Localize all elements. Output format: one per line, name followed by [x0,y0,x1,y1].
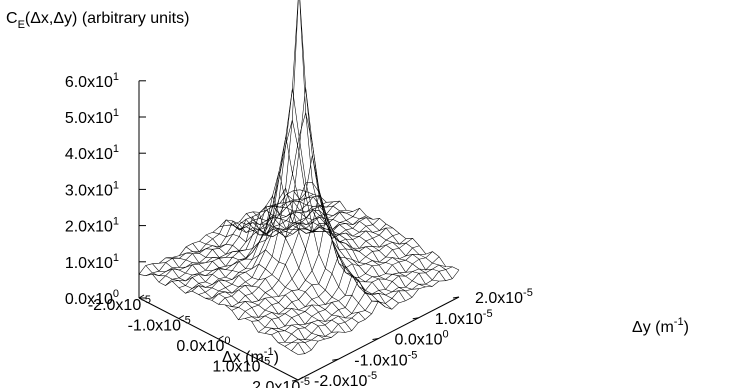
y-tick [412,317,419,320]
mesh-line-y [286,194,446,281]
mesh-line-x [165,202,327,286]
x-tick [257,356,264,360]
mesh-line-x [185,205,347,294]
z-tick-label: 2.0x101 [65,216,119,236]
x-tick-label: 2.0x10-5 [252,376,310,388]
mesh-line-x [145,191,307,276]
mesh-line-y [165,257,325,340]
mesh-line-x [225,87,387,307]
mesh-line-x [205,136,367,299]
x-tick [218,335,224,340]
mesh-line-x [264,253,426,334]
mesh-line-x [297,269,460,355]
mesh-line-x [238,194,400,320]
mesh-line-x [244,218,407,319]
mesh-line-x [218,0,380,305]
y-tick-label: 0.0x100 [395,329,449,349]
mesh-line-x [172,201,334,282]
z-tick-label: 4.0x101 [65,143,119,163]
mesh-line-x [198,171,360,295]
surface-mesh [138,0,460,355]
mesh-line-x [138,189,301,275]
y-tick [452,296,460,299]
z-tick-label: 0.0x100 [65,288,119,308]
mesh-line-x [211,88,373,301]
y-tick-label: 1.0x10-5 [435,308,493,328]
mesh-line-x [258,245,420,333]
mesh-line-x [284,264,446,347]
x-tick-label: 0.0x100 [176,335,230,355]
x-tick-label: 1.0x10-5 [212,356,270,376]
x-tick [138,294,145,299]
mesh-line-x [251,238,413,322]
mesh-line-x [278,256,440,343]
y-tick-label: -2.0x10-5 [314,370,377,388]
y-tick [291,379,299,382]
mesh-line-y [159,262,319,342]
mesh-line-x [271,251,433,336]
mesh-line-x [152,194,314,276]
y-tick-label: -1.0x10-5 [354,349,417,369]
x-tick [178,315,185,319]
mesh-line-y [199,228,359,323]
z-tick-label: 6.0x101 [65,71,119,91]
x-tick [297,376,304,381]
y-tick [332,358,339,361]
y-tick [372,338,379,340]
y-tick-label: 2.0x10-5 [475,287,533,307]
y-axis-label: Δy (m-1) [632,316,689,336]
mesh-line-x [291,266,453,351]
mesh-line-x [158,195,320,283]
mesh-line-y [212,119,372,314]
x-axis-label: Δx (m-1) [222,346,279,366]
z-tick-label: 1.0x101 [65,252,119,272]
plot-labels: 0.0x100 1.0x101 2.0x101 3.0x101 4.0x101 5.0x1… [6,10,689,388]
plot-axes [138,80,460,382]
mesh-line-x [231,155,393,311]
mesh-line-x [178,200,340,288]
z-tick-label: 5.0x101 [65,107,119,127]
z-tick-label: 3.0x101 [65,179,119,199]
chart-title: CE(Δx,Δy) (arbitrary units) [6,10,189,31]
x-tick-label: -1.0x10-5 [128,315,191,335]
x-tick-label: -2.0x10-5 [88,294,151,314]
mesh-line-y [226,112,386,308]
